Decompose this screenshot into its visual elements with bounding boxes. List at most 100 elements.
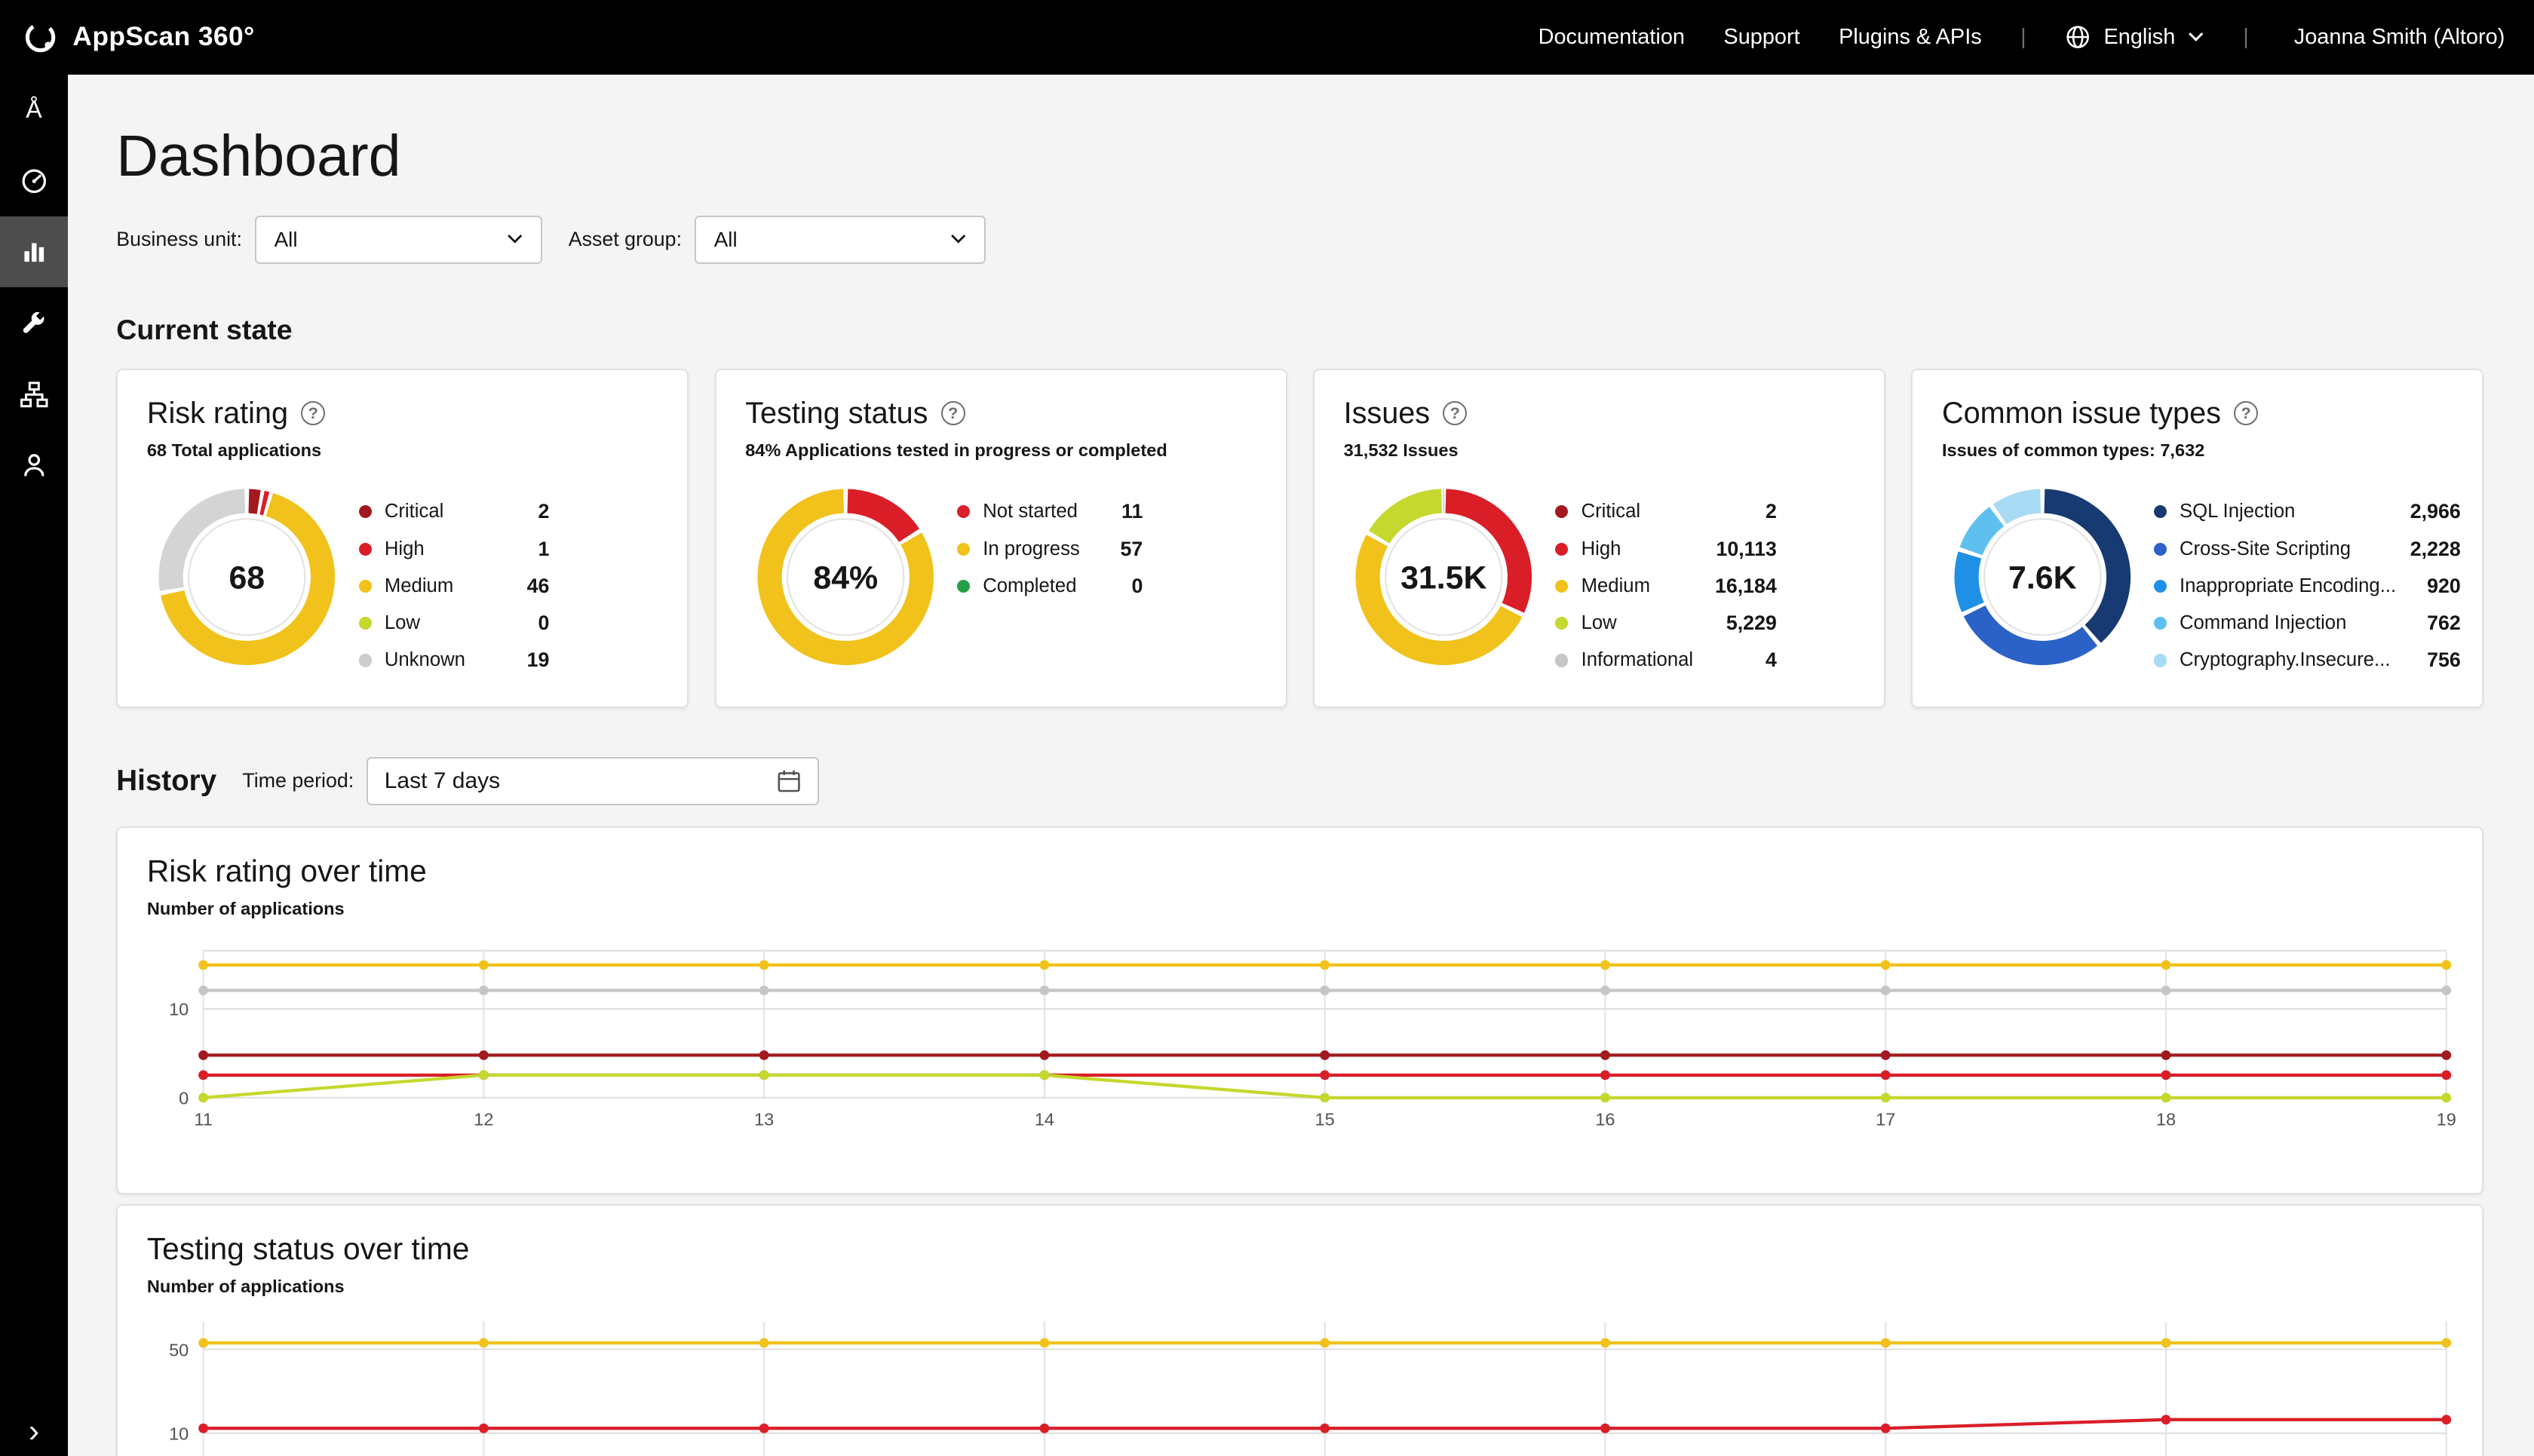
legend-label: Low — [384, 612, 420, 634]
legend: SQL Injection 2,966 Cross-Site Scripting 2… — [2153, 493, 2461, 679]
donut-center-value: 7.6K — [2008, 560, 2077, 596]
legend-dot — [1555, 617, 1569, 630]
card-title: Issues — [1343, 396, 1431, 430]
legend-value: 0 — [538, 612, 550, 635]
svg-text:10: 10 — [169, 1424, 189, 1444]
svg-text:50: 50 — [169, 1341, 189, 1360]
svg-text:11: 11 — [195, 1109, 213, 1129]
legend-value: 762 — [2427, 612, 2461, 635]
sidebar-item-users[interactable] — [0, 430, 68, 501]
legend-dot — [2153, 505, 2167, 519]
common-issue-types-card: Common issue types ? Issues of common ty… — [1911, 369, 2484, 709]
sitemap-icon — [20, 381, 48, 407]
page-title: Dashboard — [116, 123, 401, 189]
donut-center-value: 31.5K — [1400, 560, 1486, 596]
legend-label: Cross-Site Scripting — [2179, 538, 2351, 559]
common-issue-types-donut-chart: 7.6K — [1954, 489, 2131, 666]
brand[interactable]: AppScan 360° — [23, 20, 255, 55]
legend-dot — [1555, 542, 1569, 556]
svg-text:18: 18 — [2156, 1109, 2176, 1129]
svg-text:15: 15 — [1315, 1109, 1335, 1129]
sidebar-item-asset-groups[interactable] — [0, 359, 68, 430]
legend-value: 4 — [1765, 648, 1777, 672]
chevron-down-icon — [951, 234, 966, 244]
sidebar-item-tools[interactable] — [0, 287, 68, 358]
legend-row: Unknown 19 — [358, 642, 549, 679]
sidebar-expand-button[interactable]: › — [0, 1412, 68, 1449]
legend-value: 5,229 — [1726, 612, 1777, 635]
legend-value: 1 — [538, 537, 550, 560]
legend-label: Completed — [983, 575, 1077, 596]
current-state-heading: Current state — [116, 314, 293, 346]
sidebar-item-dashboard[interactable] — [0, 216, 68, 288]
nav-separator: | — [2243, 24, 2249, 49]
legend-dot — [358, 654, 372, 667]
nav-documentation[interactable]: Documentation — [1538, 24, 1685, 49]
legend-label: Medium — [1581, 575, 1650, 596]
donut-center-value: 68 — [229, 560, 265, 596]
help-icon[interactable]: ? — [1443, 401, 1468, 426]
globe-icon — [2066, 26, 2089, 49]
legend-row: Command Injection 762 — [2153, 605, 2461, 642]
legend-dot — [358, 579, 372, 593]
business-unit-value: All — [274, 227, 298, 251]
asset-group-value: All — [713, 227, 738, 251]
legend: Not started 11 In progress 57 Completed 0 — [956, 493, 1143, 605]
filters: Business unit: All Asset group: All — [116, 215, 2483, 265]
card-title: Common issue types — [1941, 396, 2221, 430]
business-unit-select[interactable]: All — [255, 215, 543, 265]
calendar-icon — [778, 770, 800, 792]
business-unit-label: Business unit: — [116, 228, 242, 251]
legend-dot — [1555, 654, 1569, 667]
card-subtitle: 31,532 Issues — [1343, 440, 1459, 460]
legend-value: 57 — [1120, 537, 1143, 560]
sidebar-item-application-profiles[interactable]: Å — [0, 75, 68, 146]
language-selector[interactable]: English — [2065, 24, 2204, 50]
legend-row: SQL Injection 2,966 — [2153, 493, 2461, 530]
topbar: AppScan 360° Documentation Support Plugi… — [0, 0, 2534, 75]
nav-support[interactable]: Support — [1723, 24, 1800, 49]
legend-label: Informational — [1581, 649, 1694, 671]
help-icon[interactable]: ? — [301, 401, 326, 426]
legend-row: Low 5,229 — [1555, 605, 1777, 642]
legend-label: Critical — [1581, 501, 1641, 523]
chevron-down-icon — [508, 234, 523, 244]
legend-row: In progress 57 — [956, 531, 1143, 568]
legend-row: Completed 0 — [956, 568, 1143, 605]
sidebar: Å — [0, 74, 68, 1456]
asset-group-filter: Asset group: All — [568, 215, 986, 265]
legend-value: 2 — [538, 500, 550, 523]
appscan-logo-icon — [25, 22, 56, 52]
chevron-right-icon: › — [28, 1412, 40, 1449]
history-header: History Time period: Last 7 days — [116, 756, 2483, 805]
legend-label: Cryptography.Insecure... — [2179, 649, 2391, 671]
sidebar-item-scans[interactable] — [0, 146, 68, 216]
nav-plugins-apis[interactable]: Plugins & APIs — [1839, 24, 1982, 49]
chart-title: Risk rating over time — [146, 853, 427, 888]
asset-group-select[interactable]: All — [695, 215, 986, 265]
legend-row: Not started 11 — [956, 493, 1143, 530]
legend: Critical 2 High 10,113 Medium 16,184 Low 5,2… — [1555, 493, 1777, 679]
language-label: English — [2103, 24, 2176, 49]
svg-text:0: 0 — [179, 1088, 189, 1108]
scan-gauge-icon — [22, 169, 46, 193]
legend-value: 2 — [1765, 500, 1777, 523]
help-icon[interactable]: ? — [2234, 401, 2259, 426]
svg-text:10: 10 — [169, 999, 189, 1019]
legend-value: 0 — [1131, 574, 1143, 597]
legend-value: 11 — [1121, 500, 1143, 523]
legend-row: High 10,113 — [1555, 531, 1777, 568]
time-period-select[interactable]: Last 7 days — [367, 756, 820, 805]
legend-dot — [1555, 505, 1569, 519]
legend-dot — [358, 505, 372, 519]
legend-dot — [956, 542, 971, 556]
legend-label: Not started — [983, 501, 1078, 523]
asset-group-label: Asset group: — [568, 228, 683, 251]
main-content: Dashboard Business unit: All Asset group… — [68, 75, 2534, 1456]
legend-value: 2,228 — [2410, 537, 2461, 560]
legend-label: Critical — [384, 501, 444, 523]
issues-card: Issues ? 31,532 Issues 31.5K Critical 2 H… — [1313, 369, 1886, 709]
legend-label: In progress — [983, 538, 1080, 559]
help-icon[interactable]: ? — [940, 401, 965, 426]
user-menu[interactable]: Joanna Smith (Altoro) — [2293, 24, 2505, 49]
